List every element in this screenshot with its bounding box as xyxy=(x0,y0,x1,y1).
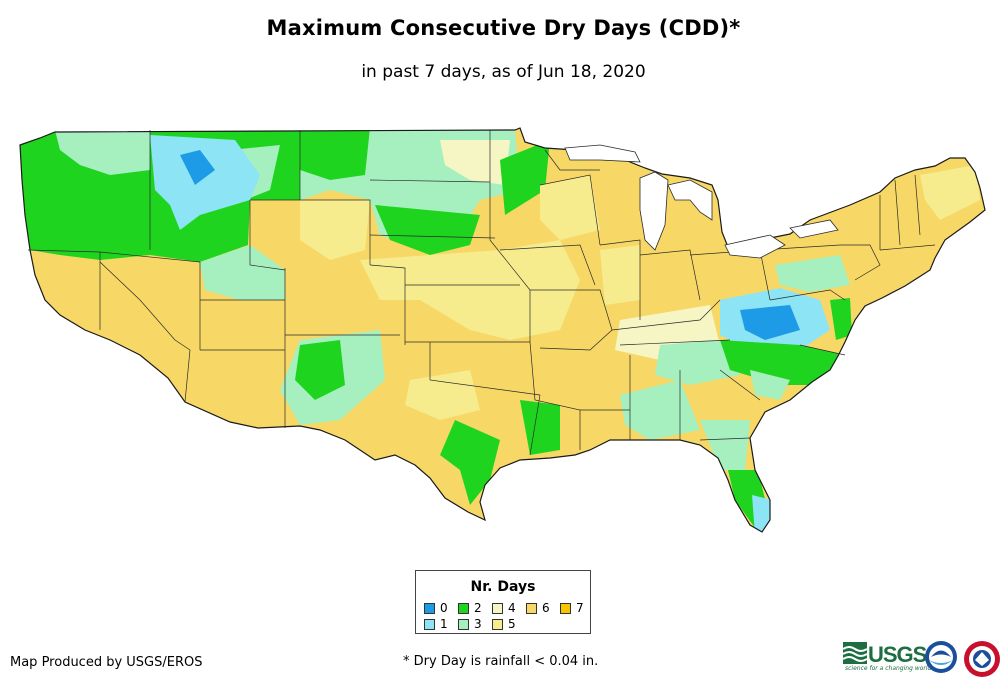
map-legend: Nr. Days 0 1 2 3 4 5 6 7 xyxy=(415,570,591,634)
legend-swatch xyxy=(560,603,571,614)
usgs-wave-icon xyxy=(843,642,867,664)
legend-item-5: 5 xyxy=(492,617,516,631)
legend-swatch xyxy=(458,603,469,614)
legend-swatch xyxy=(492,603,503,614)
legend-swatch xyxy=(526,603,537,614)
legend-item-0: 0 xyxy=(424,601,448,615)
noaa-seal-icon xyxy=(925,641,957,673)
legend-title: Nr. Days xyxy=(470,579,536,595)
legend-item-2: 2 xyxy=(458,601,482,615)
nws-seal-icon xyxy=(964,641,1000,677)
legend-swatch xyxy=(458,619,469,630)
map-title: Maximum Consecutive Dry Days (CDD)* xyxy=(266,16,741,40)
legend-item-7: 7 xyxy=(560,601,584,615)
dry-day-footnote: * Dry Day is rainfall < 0.04 in. xyxy=(403,654,599,669)
usgs-logo-text: USGS xyxy=(868,642,927,667)
usgs-tagline: science for a changing world xyxy=(845,665,932,672)
us-dry-days-map xyxy=(19,127,986,533)
state-boundaries xyxy=(27,130,936,456)
map-subtitle: in past 7 days, as of Jun 18, 2020 xyxy=(361,62,646,82)
legend-swatch xyxy=(424,619,435,630)
legend-item-3: 3 xyxy=(458,617,482,631)
legend-swatch xyxy=(492,619,503,630)
legend-item-4: 4 xyxy=(492,601,516,615)
legend-item-6: 6 xyxy=(526,601,550,615)
producer-credit: Map Produced by USGS/EROS xyxy=(10,655,203,670)
dry-day-regions xyxy=(20,128,985,532)
great-lakes xyxy=(564,144,839,259)
legend-item-1: 1 xyxy=(424,617,448,631)
legend-swatch xyxy=(424,603,435,614)
